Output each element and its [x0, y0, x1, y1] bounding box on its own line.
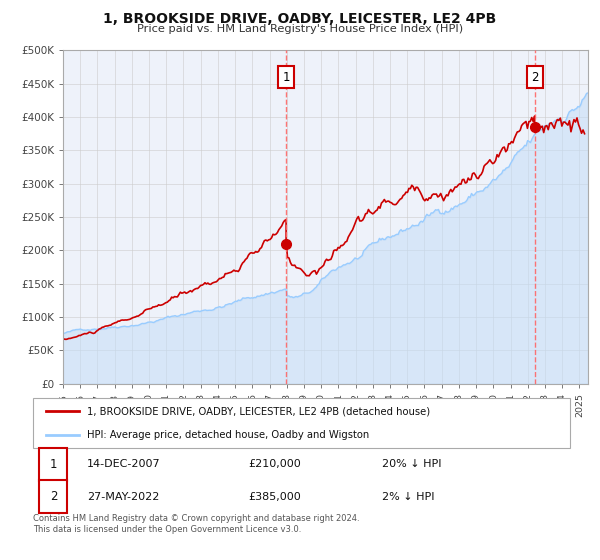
Text: 1: 1 [283, 71, 290, 83]
FancyBboxPatch shape [40, 480, 67, 513]
FancyBboxPatch shape [40, 448, 67, 481]
Text: £385,000: £385,000 [248, 492, 301, 502]
Text: 2% ↓ HPI: 2% ↓ HPI [382, 492, 434, 502]
Text: 27-MAY-2022: 27-MAY-2022 [87, 492, 159, 502]
Text: 1: 1 [50, 458, 57, 471]
Text: This data is licensed under the Open Government Licence v3.0.: This data is licensed under the Open Gov… [33, 525, 301, 534]
Text: Contains HM Land Registry data © Crown copyright and database right 2024.: Contains HM Land Registry data © Crown c… [33, 514, 359, 523]
FancyBboxPatch shape [33, 398, 570, 448]
Text: 2: 2 [531, 71, 538, 83]
Text: 2: 2 [50, 490, 57, 503]
Text: HPI: Average price, detached house, Oadby and Wigston: HPI: Average price, detached house, Oadb… [87, 431, 369, 440]
Text: Price paid vs. HM Land Registry's House Price Index (HPI): Price paid vs. HM Land Registry's House … [137, 24, 463, 34]
Text: £210,000: £210,000 [248, 459, 301, 469]
Text: 1, BROOKSIDE DRIVE, OADBY, LEICESTER, LE2 4PB: 1, BROOKSIDE DRIVE, OADBY, LEICESTER, LE… [103, 12, 497, 26]
Text: 14-DEC-2007: 14-DEC-2007 [87, 459, 160, 469]
Text: 20% ↓ HPI: 20% ↓ HPI [382, 459, 442, 469]
Text: 1, BROOKSIDE DRIVE, OADBY, LEICESTER, LE2 4PB (detached house): 1, BROOKSIDE DRIVE, OADBY, LEICESTER, LE… [87, 406, 430, 416]
